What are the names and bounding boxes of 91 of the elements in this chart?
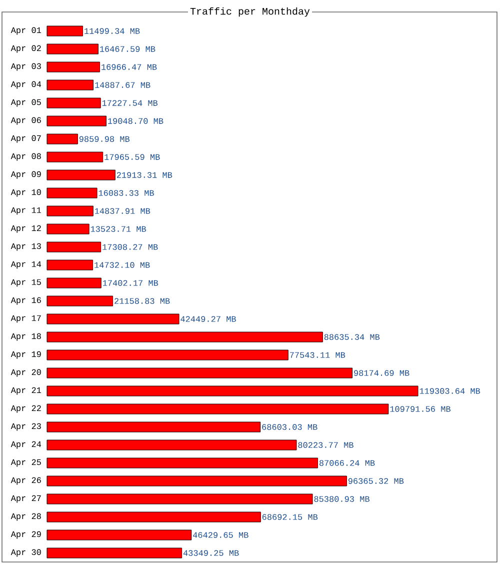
- bar: [46, 242, 102, 252]
- data-label: 14732.10 MB: [94, 262, 150, 268]
- bar: [46, 332, 323, 342]
- data-label: 77543.11 MB: [290, 352, 346, 358]
- data-label: 17402.17 MB: [102, 280, 158, 286]
- data-label: 96365.32 MB: [348, 478, 404, 484]
- y-tick-label: Apr 10: [10, 189, 41, 197]
- bar: [46, 440, 297, 450]
- data-label: 43349.25 MB: [183, 550, 239, 556]
- y-tick-label: Apr 18: [10, 333, 41, 341]
- data-label: 98174.69 MB: [354, 370, 410, 376]
- bar: [46, 134, 78, 144]
- y-tick-label: Apr 30: [10, 549, 41, 557]
- y-tick-label: Apr 05: [10, 99, 41, 107]
- data-label: 14837.91 MB: [94, 208, 150, 214]
- y-tick-label: Apr 06: [10, 117, 41, 125]
- data-label: 119303.64 MB: [420, 388, 480, 394]
- y-tick-label: Apr 20: [10, 369, 41, 377]
- y-tick-label: Apr 23: [10, 423, 41, 431]
- bar: [46, 224, 90, 234]
- data-label: 17227.54 MB: [102, 100, 158, 106]
- data-label: 68692.15 MB: [262, 514, 318, 520]
- bar: [46, 278, 102, 288]
- chart-title: Traffic per Monthday: [190, 7, 310, 17]
- y-tick-label: Apr 28: [10, 513, 41, 521]
- bar: [46, 386, 418, 396]
- y-tick-label: Apr 04: [10, 81, 42, 89]
- bar: [46, 458, 318, 468]
- bar: [46, 476, 347, 486]
- data-label: 87066.24 MB: [319, 460, 375, 466]
- y-tick-label: Apr 25: [10, 459, 41, 467]
- data-label: 85380.93 MB: [314, 496, 370, 502]
- y-tick-label: Apr 19: [10, 351, 41, 359]
- bar: [46, 530, 192, 540]
- data-label: 21913.31 MB: [116, 172, 172, 178]
- bar: [46, 368, 353, 378]
- bar: [46, 62, 100, 72]
- y-tick-label: Apr 16: [10, 297, 41, 305]
- bar: [46, 26, 84, 36]
- bar: [46, 44, 98, 54]
- data-label: 13523.71 MB: [90, 226, 146, 232]
- bar: [46, 512, 261, 522]
- bar: [46, 152, 104, 162]
- y-tick-label: Apr 09: [10, 171, 41, 179]
- data-label: 42449.27 MB: [180, 316, 236, 322]
- bar: [46, 116, 106, 126]
- bar: [46, 188, 98, 198]
- data-label: 9859.98 MB: [79, 136, 130, 142]
- y-tick-label: Apr 13: [10, 243, 41, 251]
- y-tick-label: Apr 02: [10, 45, 41, 53]
- y-tick-label: Apr 11: [10, 207, 42, 215]
- y-tick-label: Apr 12: [10, 225, 41, 233]
- data-label: 109791.56 MB: [390, 406, 450, 412]
- y-tick-label: Apr 24: [10, 441, 42, 449]
- bar: [46, 548, 182, 558]
- y-tick-label: Apr 17: [10, 315, 41, 323]
- y-tick-label: Apr 07: [10, 135, 41, 143]
- data-label: 16467.59 MB: [100, 46, 156, 52]
- data-label: 16966.47 MB: [102, 64, 157, 70]
- y-tick-label: Apr 26: [10, 477, 41, 485]
- y-tick-label: Apr 01: [10, 27, 42, 35]
- bar: [46, 80, 94, 90]
- bar: [46, 206, 94, 216]
- bar: [46, 350, 288, 360]
- bar: [46, 494, 313, 504]
- data-label: 16083.33 MB: [98, 190, 154, 196]
- y-tick-label: Apr 15: [10, 279, 41, 287]
- data-label: 11499.34 MB: [84, 28, 140, 34]
- data-label: 21158.83 MB: [114, 298, 170, 304]
- bar: [46, 404, 389, 414]
- y-tick-label: Apr 14: [10, 261, 42, 269]
- data-label: 19048.70 MB: [108, 118, 164, 124]
- y-tick-label: Apr 21: [10, 387, 42, 395]
- y-tick-label: Apr 22: [10, 405, 41, 413]
- data-label: 46429.65 MB: [193, 532, 248, 538]
- y-tick-label: Apr 27: [10, 495, 41, 503]
- bar: [46, 170, 116, 180]
- y-tick-label: Apr 08: [10, 153, 41, 161]
- data-label: 17965.59 MB: [104, 154, 160, 160]
- y-tick-label: Apr 29: [10, 531, 41, 539]
- data-label: 68603.03 MB: [262, 424, 318, 430]
- bar: [46, 296, 114, 306]
- bar: [46, 98, 101, 108]
- data-label: 17308.27 MB: [102, 244, 158, 250]
- bar: [46, 260, 94, 270]
- data-label: 88635.34 MB: [324, 334, 380, 340]
- data-label: 14887.67 MB: [95, 82, 150, 88]
- bar: [46, 314, 180, 324]
- bar: [46, 422, 261, 432]
- data-label: 80223.77 MB: [298, 442, 354, 448]
- y-tick-label: Apr 03: [10, 63, 41, 71]
